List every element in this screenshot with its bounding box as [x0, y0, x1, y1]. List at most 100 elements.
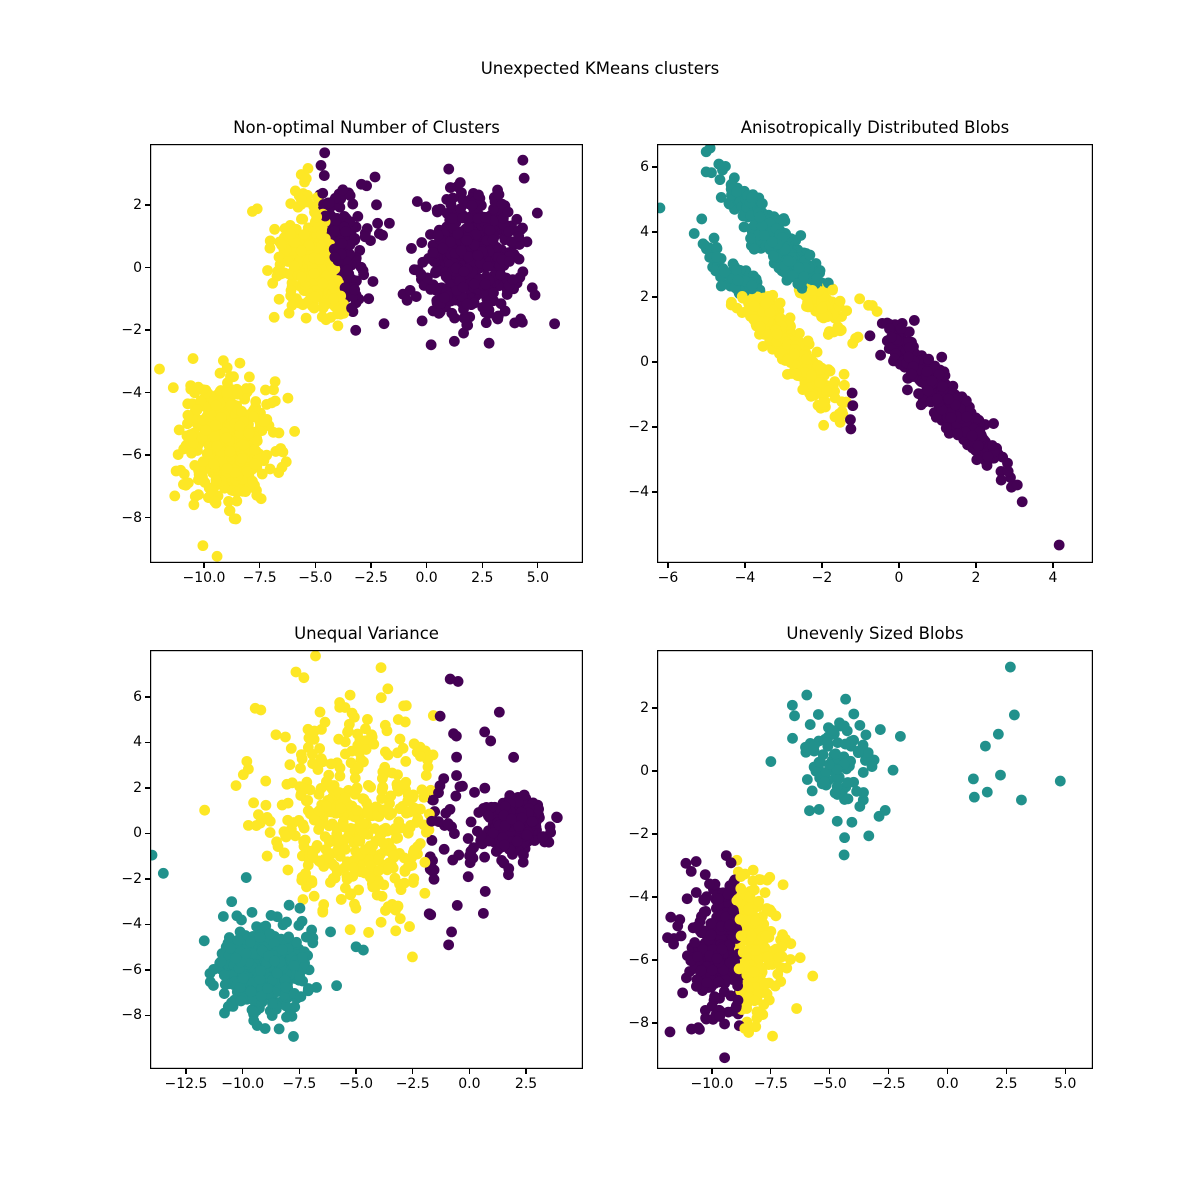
- x-tick-mark: [744, 563, 746, 568]
- x-tick-mark: [898, 563, 900, 568]
- y-tick-mark: [145, 1014, 150, 1017]
- x-tick-label: 0.0: [458, 1076, 481, 1092]
- y-tick-mark: [652, 231, 657, 233]
- y-tick-mark: [145, 454, 150, 456]
- x-tick-label: −2.5: [871, 1076, 906, 1092]
- y-tick-label: 2: [640, 289, 649, 305]
- y-tick-label: 6: [133, 689, 142, 705]
- y-tick-mark: [652, 770, 657, 772]
- x-tick-label: −5.0: [812, 1076, 847, 1092]
- x-tick-mark: [468, 1069, 470, 1074]
- y-tick-mark: [652, 361, 657, 363]
- x-tick-label: −10.0: [182, 570, 226, 586]
- subplot-unequal-variance: Unequal Variance −12.5 −10.0 −7.5 −5.0 −2.5 0…: [121, 624, 583, 1092]
- x-tick-mark: [355, 1069, 357, 1074]
- y-tick-mark: [145, 741, 150, 744]
- x-tick-label: −6: [657, 570, 679, 586]
- x-tick-label: 2: [971, 570, 981, 586]
- x-tick-label: 0: [894, 570, 904, 586]
- x-tick-mark: [314, 563, 316, 568]
- subplot-title-unequal-variance: Unequal Variance: [294, 624, 439, 643]
- x-tick-label: −2: [811, 570, 833, 586]
- y-tick-label: −2: [628, 419, 649, 436]
- x-tick-mark: [412, 1069, 414, 1074]
- x-tick-label: −2.5: [353, 570, 388, 586]
- y-tick-mark: [145, 696, 150, 698]
- y-tick-label: −2: [121, 870, 142, 887]
- x-tick-label: −2.5: [395, 1076, 430, 1092]
- subplot-non-optimal-clusters: Non-optimal Number of Clusters −10.0 −7.5…: [121, 118, 583, 586]
- x-tick-label: −7.5: [282, 1076, 317, 1092]
- y-tick-mark: [652, 491, 657, 493]
- y-tick-label: 0: [640, 762, 649, 779]
- y-tick-label: 2: [133, 779, 142, 796]
- x-tick-mark: [259, 563, 261, 568]
- y-tick-label: −8: [628, 1015, 649, 1031]
- x-tick-mark: [426, 563, 428, 568]
- x-tick-label: −12.5: [164, 1076, 208, 1092]
- y-tick-label: −8: [121, 1007, 142, 1024]
- y-tick-label: −6: [628, 952, 649, 968]
- x-tick-label: 5.0: [1054, 1076, 1077, 1092]
- x-tick-mark: [185, 1069, 187, 1074]
- x-tick-label: 2.5: [995, 1076, 1018, 1092]
- y-tick-mark: [145, 204, 150, 206]
- subplot-title-anisotropic: Anisotropically Distributed Blobs: [740, 118, 1010, 137]
- y-tick-mark: [652, 833, 657, 835]
- x-tick-mark: [946, 1069, 949, 1074]
- x-tick-mark: [667, 563, 669, 568]
- x-tick-mark: [888, 1069, 890, 1074]
- y-tick-label: 0: [133, 259, 142, 276]
- x-tick-label: −4: [734, 570, 756, 586]
- x-tick-label: 2.5: [471, 570, 494, 586]
- x-tick-label: 0.0: [415, 570, 438, 586]
- y-tick-mark: [652, 707, 657, 709]
- y-tick-label: 2: [640, 699, 649, 716]
- scatter-canvas-unevenly-sized: [657, 650, 1093, 1069]
- y-tick-label: −4: [121, 916, 142, 933]
- y-tick-label: −8: [121, 509, 142, 526]
- y-tick-mark: [652, 1022, 657, 1024]
- x-tick-label: −10.0: [221, 1076, 265, 1092]
- x-tick-label: 2.5: [514, 1076, 538, 1092]
- y-tick-mark: [145, 969, 150, 971]
- x-tick-label: −7.5: [242, 570, 277, 586]
- y-tick-label: 4: [133, 734, 142, 751]
- y-tick-mark: [652, 959, 657, 961]
- x-tick-mark: [770, 1069, 772, 1074]
- x-tick-mark: [1052, 563, 1054, 568]
- subplot-anisotropic-blobs: Anisotropically Distributed Blobs −6 −4 −2…: [628, 118, 1093, 586]
- y-tick-mark: [145, 832, 150, 835]
- figure-suptitle: Unexpected KMeans clusters: [480, 59, 720, 78]
- y-tick-mark: [145, 787, 150, 789]
- x-tick-mark: [1005, 1069, 1007, 1074]
- y-tick-label: −2: [121, 322, 142, 338]
- y-tick-label: −4: [628, 484, 649, 501]
- x-tick-mark: [370, 563, 372, 568]
- y-tick-label: 4: [640, 224, 649, 240]
- x-tick-label: −5.0: [298, 570, 333, 586]
- y-tick-mark: [145, 329, 150, 331]
- y-tick-label: −6: [121, 961, 142, 978]
- x-tick-label: 5.0: [526, 570, 550, 586]
- x-tick-mark: [525, 1069, 527, 1074]
- scatter-canvas-unequal-variance: [150, 650, 583, 1069]
- y-tick-mark: [145, 266, 150, 269]
- y-tick-label: −4: [628, 889, 649, 905]
- x-tick-mark: [821, 563, 823, 568]
- x-tick-mark: [537, 563, 539, 568]
- x-tick-label: 4: [1048, 570, 1058, 586]
- y-tick-label: 2: [133, 197, 142, 213]
- x-tick-mark: [975, 563, 977, 568]
- y-tick-mark: [145, 878, 150, 880]
- x-tick-mark: [242, 1069, 244, 1074]
- scatter-canvas-anisotropic: [657, 144, 1093, 563]
- y-tick-mark: [652, 896, 657, 898]
- y-tick-label: 6: [640, 159, 649, 175]
- x-tick-label: −10.0: [690, 1076, 734, 1092]
- y-tick-label: 0: [133, 825, 142, 842]
- x-tick-mark: [711, 1069, 713, 1074]
- y-tick-label: 0: [640, 354, 649, 370]
- scatter-canvas-non-optimal: [150, 144, 583, 563]
